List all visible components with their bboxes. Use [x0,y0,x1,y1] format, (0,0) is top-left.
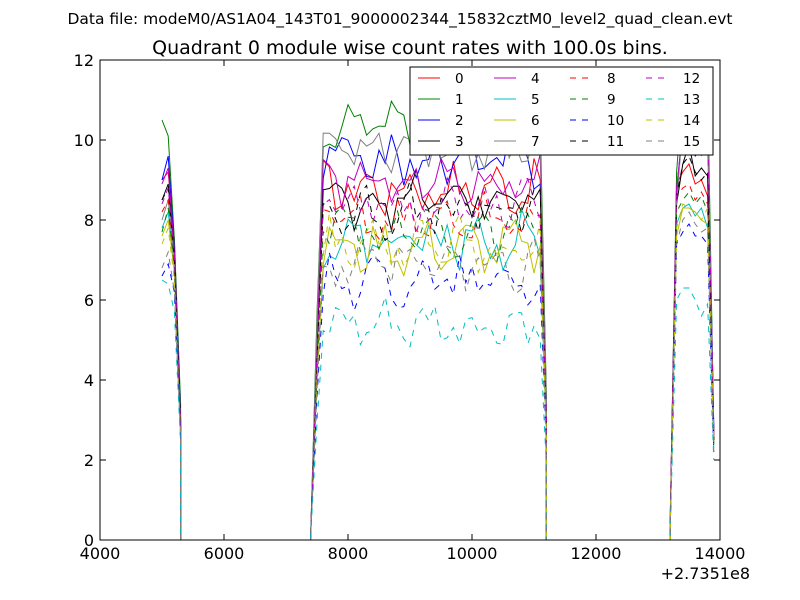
legend-label: 5 [531,92,540,108]
x-tick-label: 8000 [328,544,369,563]
legend-label: 14 [683,113,700,129]
y-tick-label: 12 [74,51,94,70]
legend-label: 6 [531,113,540,129]
legend-label: 3 [455,134,464,150]
legend-label: 0 [455,71,464,87]
legend-label: 4 [531,71,540,87]
y-tick-label: 10 [74,131,94,150]
chart-suptitle: Data file: modeM0/AS1A04_143T01_90000023… [67,10,732,29]
y-tick-label: 2 [84,451,94,470]
legend-label: 10 [607,113,624,129]
x-tick-label: 4000 [80,544,121,563]
legend-label: 2 [455,113,464,129]
legend-label: 7 [531,134,540,150]
y-tick-label: 6 [84,291,94,310]
x-tick-label: 14000 [695,544,746,563]
y-tick-label: 4 [84,371,94,390]
x-tick-label: 6000 [204,544,245,563]
legend-label: 9 [607,92,616,108]
y-tick-label: 0 [84,531,94,550]
series-line-14 [161,203,715,541]
x-offset-label: +2.7351e8 [661,564,750,583]
legend-label: 1 [455,92,464,108]
legend-label: 13 [683,92,700,108]
legend-label: 15 [683,134,700,150]
chart-title: Quadrant 0 module wise count rates with … [152,37,668,59]
legend-label: 11 [607,134,624,150]
x-tick-label: 10000 [447,544,498,563]
y-tick-label: 8 [84,211,94,230]
x-tick-label: 12000 [571,544,622,563]
legend-box [409,66,714,156]
legend-label: 12 [683,71,700,87]
legend-label: 8 [607,71,616,87]
